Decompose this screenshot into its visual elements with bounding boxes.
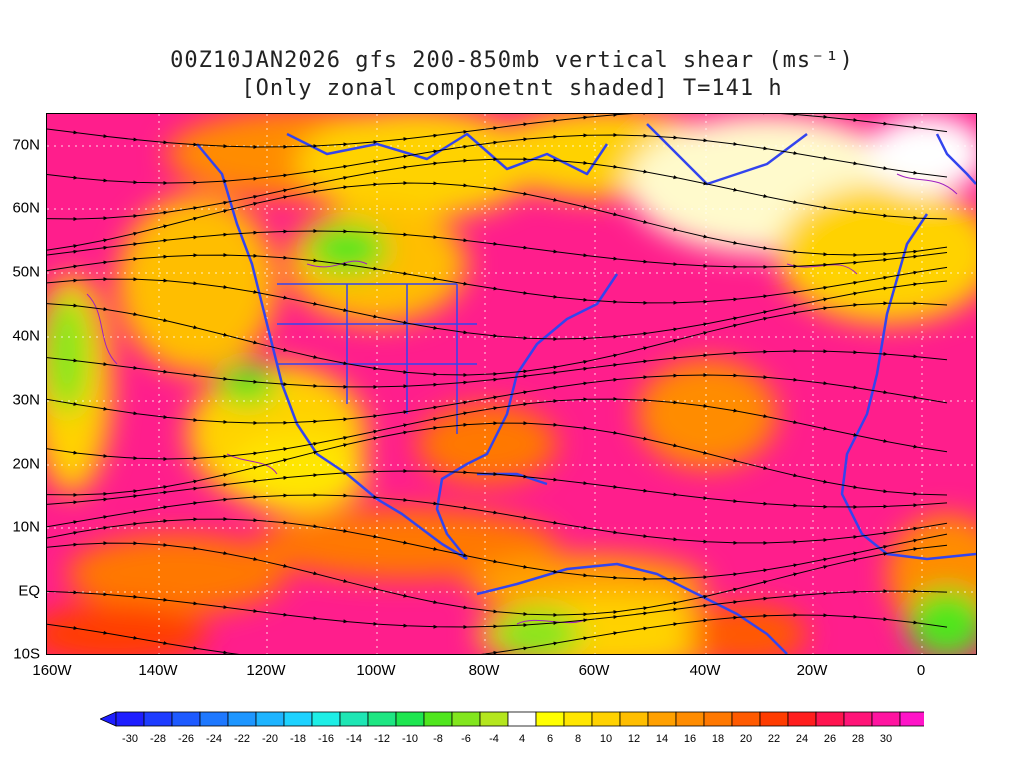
colorbar-label: -8 (433, 733, 443, 745)
lon-label: 20W (796, 662, 828, 679)
colorbar-swatch (479, 711, 509, 727)
colorbar (100, 711, 924, 727)
colorbar-label: 8 (574, 733, 582, 745)
colorbar-swatch (255, 711, 285, 727)
colorbar-swatch (815, 711, 845, 727)
lat-label: 70N (12, 136, 40, 154)
colorbar-swatch (395, 711, 425, 727)
colorbar-swatch (759, 711, 789, 727)
colorbar-swatch (339, 711, 369, 727)
chart-subtitle: [Only zonal componetnt shaded] T=141 h (241, 76, 783, 101)
colorbar-swatch (199, 711, 229, 727)
shading-region (417, 404, 557, 484)
streamline (47, 613, 948, 654)
colorbar-swatch (871, 711, 901, 727)
colorbar-swatch (507, 711, 537, 727)
streamlines (47, 114, 948, 654)
colorbar-swatch (591, 711, 621, 727)
colorbar-swatch (451, 711, 481, 727)
colorbar-swatch (899, 711, 924, 727)
lat-label: 10N (12, 518, 40, 536)
lon-label: 120W (246, 662, 286, 679)
colorbar-label: 12 (627, 733, 641, 745)
lat-label: 50N (12, 263, 40, 281)
colorbar-label: -28 (150, 733, 166, 745)
colorbar-label: -26 (178, 733, 194, 745)
colorbar-swatch (423, 711, 453, 727)
lon-label: 60W (578, 662, 610, 679)
colorbar-label: -24 (206, 733, 222, 745)
lon-label: 160W (32, 662, 72, 679)
colorbar-label: 20 (739, 733, 753, 745)
colorbar-label: 4 (518, 733, 526, 745)
colorbar-label: 24 (795, 733, 809, 745)
colorbar-label: -12 (374, 733, 390, 745)
colorbar-label: 30 (879, 733, 893, 745)
lon-label: 40W (689, 662, 721, 679)
chart-title: 00Z10JAN2026 gfs 200-850mb vertical shea… (170, 48, 854, 73)
colorbar-swatch (535, 711, 565, 727)
colorbar-swatch (311, 711, 341, 727)
colorbar-label: -10 (402, 733, 418, 745)
colorbar-label: 22 (767, 733, 781, 745)
colorbar-label: 6 (546, 733, 554, 745)
colorbar-swatch (843, 711, 873, 727)
colorbar-label: 28 (851, 733, 865, 745)
colorbar-label: 16 (683, 733, 697, 745)
colorbar-swatch (227, 711, 257, 727)
colorbar-label: -18 (290, 733, 306, 745)
shading-region (47, 294, 89, 414)
colorbar-label: 26 (823, 733, 837, 745)
coastline (935, 133, 976, 185)
lat-label: 30N (12, 391, 40, 409)
colorbar-swatch (647, 711, 677, 727)
colorbar-label: -22 (234, 733, 250, 745)
lon-label: 80W (468, 662, 500, 679)
colorbar-label: -14 (346, 733, 362, 745)
colorbar-low-arrow (100, 711, 117, 727)
lat-label: 40N (12, 327, 40, 345)
colorbar-label: 18 (711, 733, 725, 745)
lat-label: 10S (13, 645, 40, 663)
shading-region (217, 364, 277, 404)
colorbar-label: 10 (599, 733, 613, 745)
colorbar-swatch (283, 711, 313, 727)
shading-region (907, 589, 976, 654)
colorbar-label: -30 (122, 733, 138, 745)
lon-label: 0 (916, 662, 926, 679)
colorbar-label: -6 (461, 733, 471, 745)
colorbar-label: -4 (489, 733, 499, 745)
colorbar-swatch (787, 711, 817, 727)
colorbar-label: 14 (655, 733, 669, 745)
colorbar-swatch (703, 711, 733, 727)
lat-label: 20N (12, 455, 40, 473)
lon-label: 140W (138, 662, 178, 679)
colorbar-swatch (731, 711, 761, 727)
colorbar-swatch (675, 711, 705, 727)
colorbar-swatch (115, 711, 145, 727)
lat-label: EQ (18, 582, 40, 600)
colorbar-swatch (563, 711, 593, 727)
colorbar-swatch (143, 711, 173, 727)
colorbar-swatch (171, 711, 201, 727)
shear-map (46, 113, 977, 655)
colorbar-label: -16 (318, 733, 334, 745)
colorbar-label: -20 (262, 733, 278, 745)
colorbar-swatch (619, 711, 649, 727)
lon-label: 100W (356, 662, 396, 679)
colorbar-swatch (367, 711, 397, 727)
lat-label: 60N (12, 199, 40, 217)
